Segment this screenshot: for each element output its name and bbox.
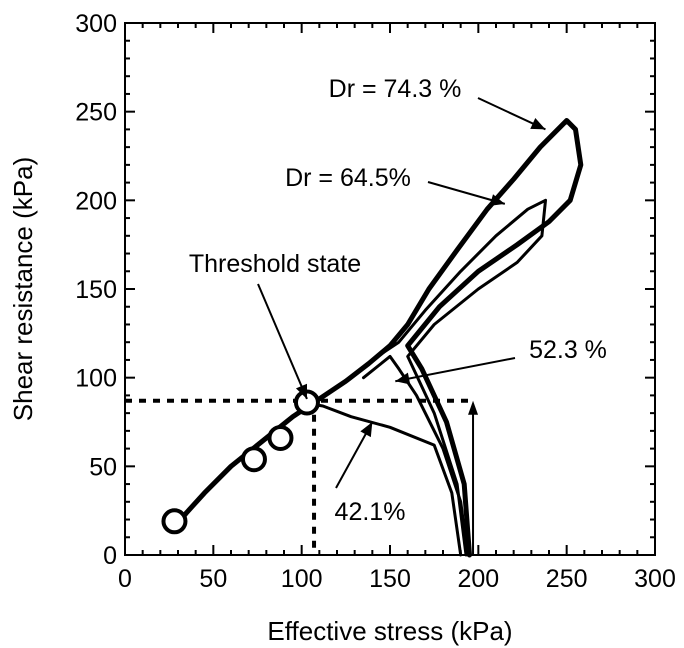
x-tick-label: 250 <box>546 565 588 593</box>
y-tick-label: 250 <box>75 99 117 127</box>
series-line-2 <box>370 198 547 557</box>
annotation-arrowhead-1 <box>530 118 546 130</box>
y-tick-label: 100 <box>75 365 117 393</box>
annotation-label-2: Dr = 64.5% <box>285 164 411 192</box>
x-tick-label: 100 <box>281 565 323 593</box>
axis-tick-labels: 0 50 100 150 200 250 300 0 50 100 150 200 250 300 <box>75 10 676 593</box>
y-tick-label: 200 <box>75 187 117 215</box>
annotation-label-3: Threshold state <box>189 250 361 278</box>
y-tick-label: 50 <box>89 453 117 481</box>
data-markers <box>161 389 320 535</box>
annotation-arrowhead-3 <box>295 383 307 399</box>
x-tick-label: 50 <box>199 565 227 593</box>
series-line-1 <box>175 118 584 558</box>
series-line-4 <box>300 401 463 557</box>
annotation-label-1: Dr = 74.3 % <box>329 75 462 103</box>
y-tick-label: 300 <box>75 10 117 38</box>
annotation-arrowhead-4 <box>395 372 411 385</box>
y-tick-label: 0 <box>103 542 117 570</box>
y-axis-title: Shear resistance (kPa) <box>8 157 38 421</box>
x-axis-title: Effective stress (kPa) <box>267 616 512 646</box>
annotations: Dr = 74.3 % Dr = 64.5% Threshold state 52.3… <box>189 75 607 526</box>
marker-3 <box>267 424 294 451</box>
annotation-arrowhead-2 <box>489 194 505 206</box>
x-tick-label: 200 <box>457 565 499 593</box>
unloading-arrow-head <box>468 400 479 415</box>
annotation-label-4: 52.3 % <box>529 336 607 364</box>
plot-frame <box>124 22 656 556</box>
annotation-arrow-3 <box>257 283 308 400</box>
marker-2 <box>240 446 267 473</box>
y-tick-label: 150 <box>75 276 117 304</box>
annotation-arrow-4 <box>395 357 516 383</box>
marker-1 <box>161 508 188 535</box>
x-tick-label: 300 <box>634 565 676 593</box>
x-tick-label: 150 <box>369 565 411 593</box>
x-tick-label: 0 <box>118 565 132 593</box>
annotation-label-5: 42.1% <box>335 498 406 526</box>
annotation-arrowhead-5 <box>360 422 373 438</box>
